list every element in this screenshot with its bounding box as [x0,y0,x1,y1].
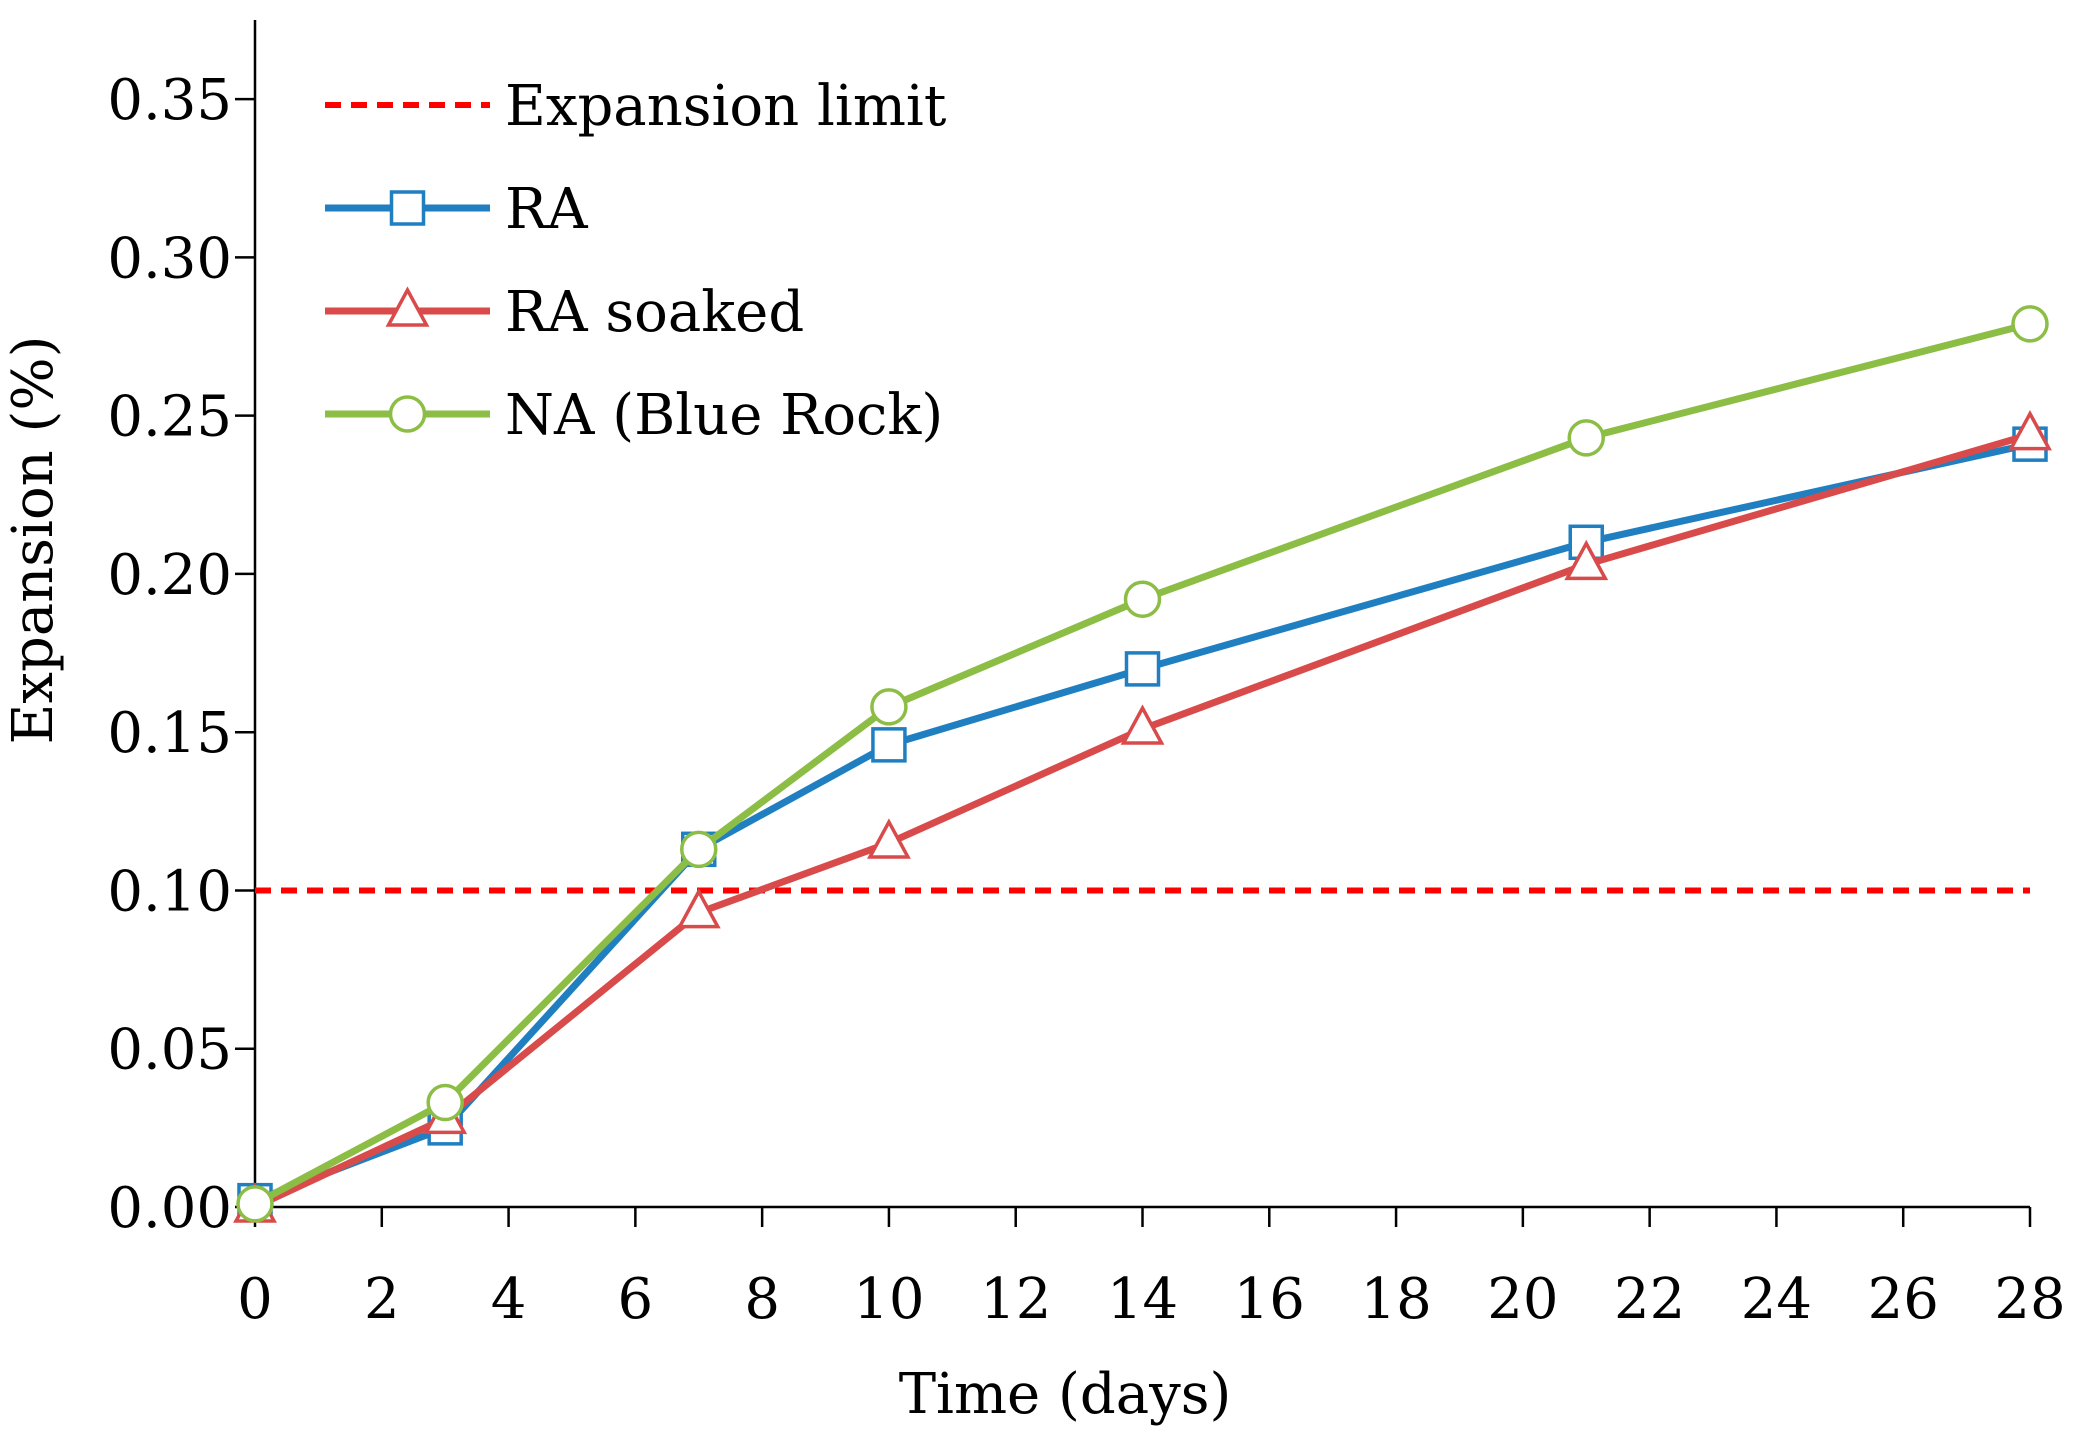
x-axis-label: Time (days) [899,1362,1232,1427]
legend-item-ra: RA [325,177,588,242]
x-tick-label: 6 [618,1267,654,1332]
x-tick-label: 16 [1234,1267,1305,1332]
data-point-na-blue-rock [236,1185,274,1223]
legend-label: NA (Blue Rock) [505,383,943,448]
y-tick-label: 0.25 [107,385,232,450]
x-tick-label: 2 [364,1267,400,1332]
x-tick-label: 14 [1107,1267,1178,1332]
data-point-ra-soaked [866,818,911,859]
axes: 0.000.050.100.150.200.250.300.350 2 4 6 8 10 1… [107,20,2066,1332]
y-tick-label: 0.00 [107,1176,232,1241]
data-point-ra [1124,651,1161,687]
legend-swatch-marker [385,286,430,327]
x-tick-label: 28 [1994,1267,2065,1332]
y-tick-label: 0.10 [107,859,232,924]
x-tick-label: 8 [744,1267,780,1332]
x-tick-label: 24 [1741,1267,1812,1332]
data-point-ra-soaked [2008,409,2052,451]
legend-item-na-blue-rock: NA (Blue Rock) [325,383,943,448]
legend-label: RA soaked [505,280,804,345]
series-line-na-blue-rock [253,320,2031,1207]
data-point-ra [871,727,907,763]
legend-swatch-marker [389,190,426,226]
y-tick-label: 0.15 [107,701,232,766]
x-tick-label: 4 [491,1267,527,1332]
x-tick-label: 0 [237,1267,273,1332]
data-point-na-blue-rock [1123,580,1162,619]
legend: Expansion limit RA RA soaked NA (Blue Rock) [325,74,947,448]
y-tick-label: 0.30 [107,226,232,291]
x-tick-label: 20 [1487,1267,1558,1332]
legend-label: RA [505,177,588,242]
x-tick-label: 10 [853,1267,924,1332]
x-tick-label: 22 [1614,1267,1685,1332]
legend-label: Expansion limit [505,74,947,139]
legend-item-ra-soaked: RA soaked [325,280,804,345]
y-tick-label: 0.35 [107,68,232,133]
x-tick-label: 26 [1868,1267,1939,1332]
data-point-ra-soaked [1120,704,1165,745]
data-point-na-blue-rock [680,830,718,869]
data-point-na-blue-rock [1567,419,1605,457]
series-line-ra-soaked [253,431,2031,1211]
legend-swatch-marker [388,395,427,433]
series-ra-soaked [233,409,2052,1223]
series-line-ra [253,440,2031,1204]
data-point-na-blue-rock [2011,305,2049,343]
y-tick-label: 0.20 [107,543,232,608]
x-tick-label: 18 [1360,1267,1431,1332]
data-point-ra-soaked [1564,539,1609,581]
y-axis-label: Expansion (%) [1,336,66,745]
series-layer [233,305,2052,1223]
series-na-blue-rock [236,305,2049,1223]
x-tick-label: 12 [980,1267,1051,1332]
data-point-na-blue-rock [426,1083,464,1122]
series-ra [237,426,2048,1219]
data-point-na-blue-rock [870,688,908,726]
legend-item-expansion-limit: Expansion limit [325,74,947,139]
y-tick-label: 0.05 [107,1018,232,1083]
data-point-ra-soaked [676,887,721,929]
